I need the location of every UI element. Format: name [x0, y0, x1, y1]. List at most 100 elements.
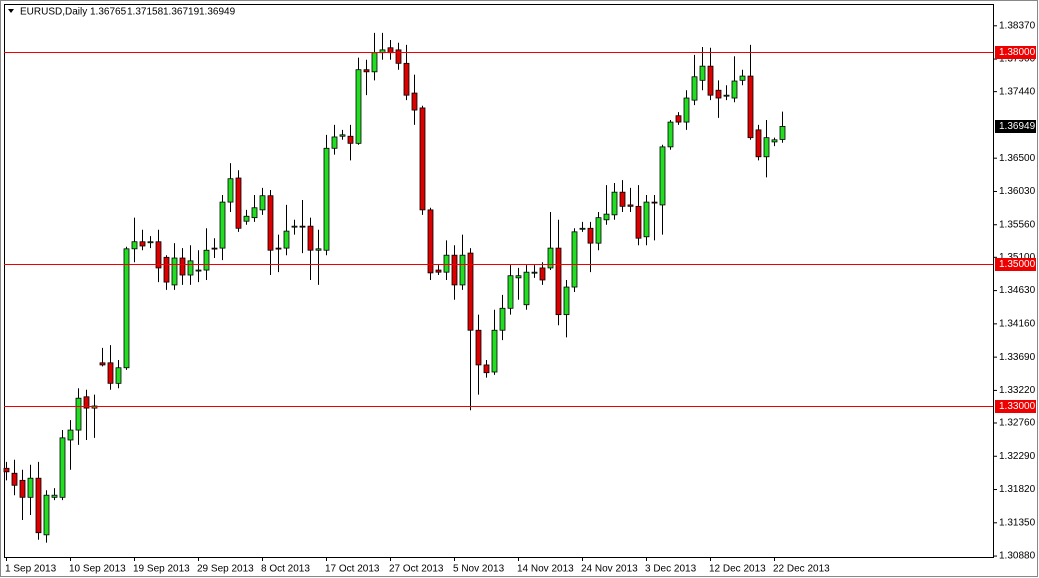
candle-body	[587, 227, 594, 244]
level-label: 1.33000	[999, 401, 1036, 412]
candle-body	[67, 429, 74, 441]
candle-body	[539, 267, 546, 281]
candle-body	[643, 201, 650, 238]
candle-body	[27, 477, 34, 498]
candle-body	[731, 80, 738, 99]
y-tick-label: 1.33220	[999, 385, 1036, 396]
candle-body	[355, 69, 362, 144]
candle-body	[267, 195, 274, 251]
ohlc-low: 1.36719	[163, 7, 200, 18]
candle-body	[659, 146, 666, 206]
candle-body	[243, 215, 250, 222]
candle-body	[595, 217, 602, 244]
candle-body	[131, 241, 138, 250]
candle-body	[651, 201, 658, 204]
chart-title: EURUSD,Daily	[20, 7, 87, 18]
candle-body	[99, 362, 106, 366]
candle-body	[123, 248, 130, 369]
candle-body	[467, 252, 474, 331]
candle-body	[571, 231, 578, 288]
candle-body	[347, 135, 354, 144]
candle-body	[555, 247, 562, 316]
x-tick-label: 19 Sep 2013	[133, 564, 190, 575]
price-label-box	[995, 120, 1036, 133]
candle-body	[195, 269, 202, 272]
x-tick-label: 29 Sep 2013	[197, 564, 254, 575]
candle-body	[91, 405, 98, 409]
candle-body	[563, 286, 570, 316]
y-tick-label: 1.31350	[999, 517, 1036, 528]
candle-body	[515, 275, 522, 279]
candle-body	[187, 260, 194, 276]
candle-body	[707, 65, 714, 96]
candle-body	[763, 137, 770, 158]
candle-body	[163, 256, 170, 283]
candle-body	[307, 225, 314, 251]
candle-body	[675, 115, 682, 123]
x-tick-label: 1 Sep 2013	[5, 564, 57, 575]
candle-body	[211, 247, 218, 250]
x-tick-label: 3 Dec 2013	[645, 564, 697, 575]
candle-body	[459, 254, 466, 286]
level-label-box	[995, 258, 1036, 271]
candle-body	[291, 225, 298, 228]
candle-body	[627, 204, 634, 207]
x-tick-label: 24 Nov 2013	[581, 564, 638, 575]
candle-body	[771, 139, 778, 143]
ohlc-high: 1.37158	[127, 7, 164, 18]
x-tick-label: 10 Sep 2013	[69, 564, 126, 575]
candle-body	[451, 254, 458, 286]
candle-body	[403, 62, 410, 96]
candle-body	[499, 307, 506, 331]
candle-body	[51, 494, 58, 498]
candle-body	[59, 437, 66, 498]
candle-body	[43, 494, 50, 536]
candle-body	[147, 241, 154, 244]
x-tick-label: 27 Oct 2013	[389, 564, 444, 575]
candle-body	[179, 257, 186, 276]
candle-body	[739, 75, 746, 81]
candle-body	[435, 269, 442, 273]
candle-body	[619, 191, 626, 207]
ohlc-close: 1.36949	[199, 7, 236, 18]
candle-body	[523, 271, 530, 306]
candle-body	[3, 467, 10, 473]
y-tick-label: 1.36030	[999, 186, 1036, 197]
candle-body	[603, 213, 610, 221]
candle-body	[107, 362, 114, 384]
candle-body	[715, 89, 722, 99]
x-tick-label: 12 Dec 2013	[709, 564, 766, 575]
ohlc-open: 1.36765	[90, 7, 127, 18]
candle-body	[219, 201, 226, 249]
level-label-box	[995, 400, 1036, 413]
y-tick-label: 1.35100	[999, 252, 1036, 263]
candle-body	[139, 241, 146, 247]
candle-body	[11, 472, 18, 486]
candle-body	[323, 147, 330, 251]
candle-body	[483, 364, 490, 374]
candle-body	[579, 227, 586, 230]
candle-body	[507, 275, 514, 309]
y-tick-label: 1.34630	[999, 285, 1036, 296]
candle-body	[419, 107, 426, 211]
candle-body	[683, 97, 690, 123]
candle-body	[491, 329, 498, 373]
candle-body	[547, 247, 554, 269]
candle-body	[779, 126, 786, 140]
candle-body	[427, 209, 434, 274]
candle-body	[611, 191, 618, 216]
candle-body	[363, 69, 370, 73]
level-label: 1.38000	[999, 47, 1036, 58]
x-tick-label: 22 Dec 2013	[773, 564, 830, 575]
candle-body	[283, 230, 290, 249]
y-tick-label: 1.32290	[999, 451, 1036, 462]
candle-body	[667, 121, 674, 148]
x-tick-label: 17 Oct 2013	[325, 564, 380, 575]
x-tick-label: 5 Nov 2013	[453, 564, 505, 575]
y-tick-label: 1.38370	[999, 20, 1036, 31]
y-tick-label: 1.31820	[999, 484, 1036, 495]
candle-body	[251, 207, 258, 219]
candle-body	[155, 241, 162, 269]
candle-body	[635, 205, 642, 239]
